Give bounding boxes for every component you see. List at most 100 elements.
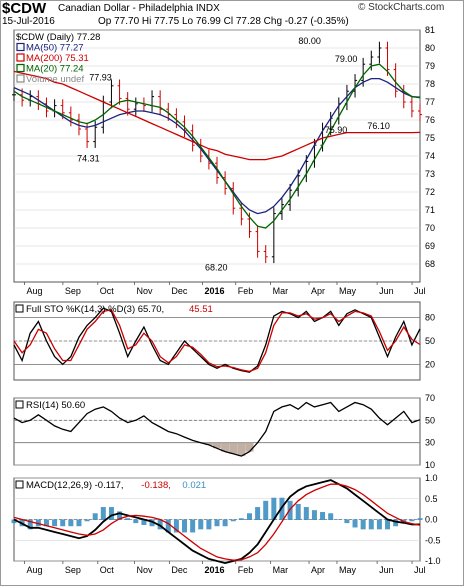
macd-histogram-bar — [271, 497, 277, 520]
x-axis-label: Dec — [171, 565, 188, 575]
macd-histogram-bar — [409, 519, 415, 522]
macd-histogram-bar — [230, 519, 236, 522]
macd-y-tick-label: 1.0 — [425, 473, 438, 483]
price-legend-entry: Volume undef — [26, 74, 84, 85]
x-axis-label: Jul — [414, 565, 426, 575]
price-y-tick-label: 79 — [425, 61, 435, 71]
macd-y-tick-label: 0.5 — [425, 494, 438, 504]
rsi-y-tick-label: 10 — [425, 460, 435, 470]
macd-histogram-bar — [336, 519, 342, 520]
x-axis-label: 2016 — [205, 286, 225, 296]
macd-histogram-bar — [368, 519, 374, 530]
x-axis-label: May — [339, 565, 357, 575]
stochastic-y-tick-label: 20 — [425, 359, 435, 369]
macd-histogram-bar — [246, 513, 252, 520]
symbol-label: $CDW — [2, 0, 47, 17]
macd-histogram-bar — [76, 519, 82, 527]
macd-histogram-bar — [100, 507, 106, 520]
price-legend-entry: MA(20) 77.24 — [26, 64, 84, 75]
macd-legend-entry: 0.021 — [182, 480, 206, 491]
x-axis-label: Nov — [136, 286, 153, 296]
stochastic-legend-entry: Full STO %K(14,3) %D(3) 65.70, — [26, 304, 164, 315]
x-axis-label: Sep — [65, 565, 81, 575]
macd-series-signal — [13, 483, 421, 561]
macd-histogram-bar — [165, 519, 171, 533]
macd-histogram-bar — [238, 518, 244, 520]
macd-histogram-bar — [84, 519, 90, 522]
legend-swatch — [16, 63, 25, 73]
price-y-tick-label: 73 — [425, 169, 435, 179]
legend-swatch — [15, 400, 24, 409]
macd-histogram-bar — [385, 519, 391, 530]
price-panel: 68 69 70 71 72 73 74 75 76 77 78 79 80 81 77.93 74.31 68… — [12, 25, 435, 283]
macd-histogram-bar — [328, 513, 334, 520]
x-axis-label: Nov — [136, 565, 153, 575]
macd-histogram-bar — [222, 519, 228, 527]
macd-histogram-bar — [344, 519, 350, 524]
macd-histogram-bar — [117, 511, 123, 520]
rsi-panel: 10 30 50 70 RSI(14) 50.60 — [13, 393, 435, 470]
macd-histogram-bar — [149, 519, 155, 527]
x-axis-label: Mar — [273, 565, 289, 575]
price-y-tick-label: 71 — [425, 205, 435, 215]
rsi-oversold-fill — [204, 442, 213, 445]
price-annotation: 75.90 — [325, 125, 348, 135]
x-axis-label: Aug — [26, 565, 42, 575]
macd-histogram-bar — [157, 519, 163, 530]
stochastic-y-tick-label: 50 — [425, 336, 435, 346]
macd-histogram-bar — [52, 519, 58, 527]
legend-swatch — [16, 42, 25, 52]
price-series-ma-50- — [13, 77, 421, 215]
x-axis-label: Sep — [65, 286, 81, 296]
price-annotation: 77.93 — [89, 72, 112, 82]
x-axis-label: May — [339, 286, 357, 296]
macd-histogram-bar — [376, 519, 382, 530]
macd-histogram-bar — [352, 519, 358, 528]
macd-panel: -1.0 -0.5 0.0 0.5 1.0 MACD(12,26,9) -0.117, -0… — [11, 473, 441, 566]
macd-histogram-bar — [190, 519, 196, 533]
x-axis-label: Feb — [238, 565, 254, 575]
stochastic-series--d — [13, 309, 421, 373]
x-axis-label: Oct — [100, 565, 115, 575]
price-legend-entry: MA(50) 77.27 — [26, 43, 84, 54]
macd-histogram-bar — [108, 507, 114, 520]
macd-legend-entry: MACD(12,26,9) -0.117, — [26, 480, 124, 491]
macd-histogram-bar — [287, 500, 293, 520]
macd-histogram-bar — [417, 518, 423, 520]
macd-y-tick-label: -1.0 — [425, 556, 441, 566]
legend-swatch — [16, 74, 25, 83]
rsi-legend-entry: RSI(14) 50.60 — [26, 400, 85, 411]
macd-histogram-bar — [401, 519, 407, 522]
price-y-tick-label: 75 — [425, 133, 435, 143]
macd-histogram-bar — [125, 518, 131, 520]
x-axis-label: Feb — [238, 286, 254, 296]
macd-histogram-bar — [279, 497, 285, 520]
price-annotation: 79.00 — [335, 54, 358, 64]
macd-histogram-bar — [311, 510, 317, 520]
price-y-tick-label: 72 — [425, 187, 435, 197]
macd-histogram-bar — [206, 519, 212, 530]
macd-histogram-bar — [27, 519, 33, 530]
date-label: 15-Jul-2016 — [2, 16, 55, 27]
macd-histogram-bar — [35, 519, 41, 527]
price-y-tick-label: 69 — [425, 241, 435, 251]
x-axis-label: Apr — [311, 565, 325, 575]
macd-histogram-bar — [214, 519, 220, 527]
macd-histogram-bar — [11, 519, 17, 524]
macd-histogram-bar — [43, 519, 49, 527]
price-y-tick-label: 78 — [425, 79, 435, 89]
x-axis-label: Mar — [273, 286, 289, 296]
macd-histogram-bar — [173, 519, 179, 533]
macd-histogram-bar — [68, 519, 74, 527]
stochastic-legend-entry: 45.51 — [189, 304, 213, 315]
price-annotation: 68.20 — [205, 262, 228, 272]
macd-histogram-bar — [303, 507, 309, 520]
macd-histogram-bar — [360, 519, 366, 530]
price-annotation: 80.00 — [298, 36, 321, 46]
price-annotation: 76.10 — [367, 121, 390, 131]
rsi-oversold-fill — [245, 442, 254, 452]
stochastic-y-tick-label: 80 — [425, 313, 435, 323]
brand-watermark: © StockCharts.com — [358, 2, 445, 13]
price-series-ma-200- — [13, 70, 421, 161]
